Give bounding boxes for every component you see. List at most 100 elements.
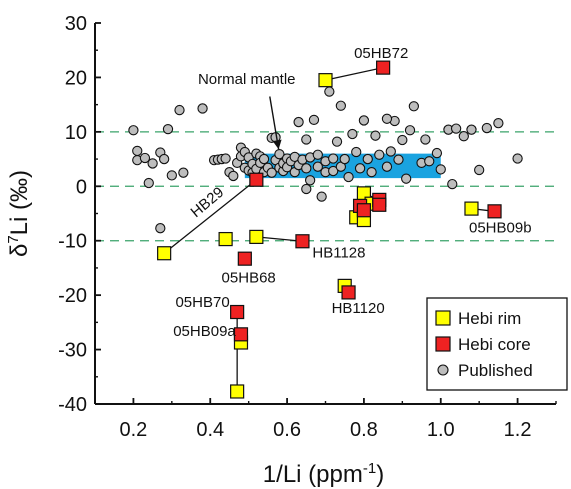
- rim-point: [157, 246, 172, 261]
- published-point: [335, 100, 347, 111]
- published-point: [408, 101, 420, 112]
- published-point: [381, 113, 393, 124]
- legend-marker: [435, 310, 451, 326]
- published-point: [404, 125, 416, 136]
- published-point: [397, 134, 408, 146]
- axes: -40 -30 -20 -10 0 10 20 30 0.2 0.4 0.6 0.8 1.0 1.2 1/L…: [5, 13, 557, 488]
- arrow-head-icon: [272, 139, 282, 150]
- annotation-label: 05HB70: [175, 294, 229, 311]
- rim-point: [218, 231, 233, 247]
- rim-point: [318, 73, 333, 88]
- published-point: [258, 153, 270, 165]
- published-point: [132, 145, 143, 157]
- published-point: [143, 177, 154, 189]
- core-point: [233, 327, 249, 342]
- published-point: [370, 130, 381, 141]
- y-axis-title-main: Li (‰): [6, 170, 33, 235]
- annotations: 05HB72 Normal mantle HB29 05HB09b HB1128 05HB…: [173, 45, 531, 340]
- published-point: [197, 103, 208, 114]
- x-tick-label: 0.6: [273, 419, 301, 441]
- annotation-label: 05HB09a: [173, 323, 236, 340]
- published-point: [466, 124, 477, 135]
- core-point: [376, 60, 391, 75]
- pair-line: [256, 236, 303, 242]
- published-point: [155, 223, 166, 234]
- published-point: [393, 154, 404, 165]
- annotation-label: HB1120: [332, 300, 385, 317]
- x-tick-label: 0.2: [120, 419, 148, 441]
- published-point: [458, 131, 469, 142]
- published-point: [293, 116, 304, 128]
- published-point: [358, 115, 370, 126]
- x-axis-title-tail: ): [376, 461, 384, 488]
- annotation-label: HB29: [188, 184, 228, 221]
- pair-line: [325, 66, 384, 81]
- y-tick-label: -30: [58, 340, 87, 362]
- published-point: [328, 165, 339, 177]
- published-point: [166, 170, 177, 181]
- published-point: [374, 149, 385, 160]
- y-axis-title-prefix: δ: [6, 244, 33, 257]
- published-point: [162, 123, 174, 135]
- core-point: [249, 172, 264, 187]
- legend: Hebi rim Hebi core Published: [426, 297, 568, 391]
- published-point: [420, 134, 431, 145]
- core-point: [237, 251, 252, 266]
- published-point: [343, 171, 354, 183]
- core-point: [372, 197, 387, 212]
- legend-marker: [437, 364, 449, 376]
- published-point: [324, 86, 335, 97]
- core-point: [230, 304, 245, 320]
- published-point: [431, 147, 443, 159]
- published-point: [435, 164, 446, 175]
- y-axis-title-sup: 7: [5, 235, 22, 243]
- legend-label: Published: [458, 361, 533, 380]
- legend-label: Hebi core: [458, 335, 531, 354]
- y-tick-label: -10: [58, 231, 87, 253]
- x-tick-label: 0.8: [350, 419, 378, 441]
- published-point: [401, 173, 412, 184]
- published-point: [220, 153, 231, 164]
- published-point: [301, 134, 312, 145]
- published-point: [266, 167, 277, 178]
- published-point: [301, 163, 312, 174]
- published-point: [351, 146, 362, 158]
- x-tick-label: 0.4: [196, 419, 224, 441]
- published-point: [354, 163, 366, 174]
- y-tick-label: 10: [65, 122, 87, 144]
- x-axis-title-main: 1/Li (ppm: [263, 461, 363, 488]
- y-tick-label: 0: [76, 176, 87, 198]
- sample-points: [157, 60, 502, 399]
- legend-label: Hebi rim: [458, 309, 521, 328]
- published-point: [339, 153, 350, 165]
- published-point: [366, 166, 377, 178]
- y-axis-title: δ7Li (‰): [5, 170, 33, 257]
- published-point: [301, 183, 312, 195]
- published-points: [128, 86, 523, 234]
- published-point: [381, 161, 393, 172]
- published-point: [424, 156, 435, 167]
- published-point: [447, 178, 458, 190]
- published-point: [312, 149, 323, 160]
- published-point: [304, 175, 316, 186]
- core-point: [341, 285, 356, 300]
- published-point: [274, 149, 285, 160]
- published-point: [174, 104, 185, 116]
- published-point: [228, 170, 239, 182]
- published-point: [178, 167, 189, 178]
- published-point: [147, 158, 158, 169]
- y-tick-label: 30: [65, 13, 87, 35]
- published-point: [128, 125, 139, 136]
- annotation-label: 05HB68: [222, 270, 276, 287]
- published-point: [347, 128, 358, 140]
- published-point: [328, 153, 339, 164]
- published-point: [331, 136, 343, 147]
- published-point: [481, 122, 492, 134]
- published-point: [512, 153, 523, 164]
- published-point: [474, 164, 485, 176]
- published-point: [308, 114, 320, 126]
- published-point: [316, 191, 327, 202]
- x-tick-label: 1.0: [427, 419, 455, 441]
- y-tick-label: 20: [65, 67, 87, 89]
